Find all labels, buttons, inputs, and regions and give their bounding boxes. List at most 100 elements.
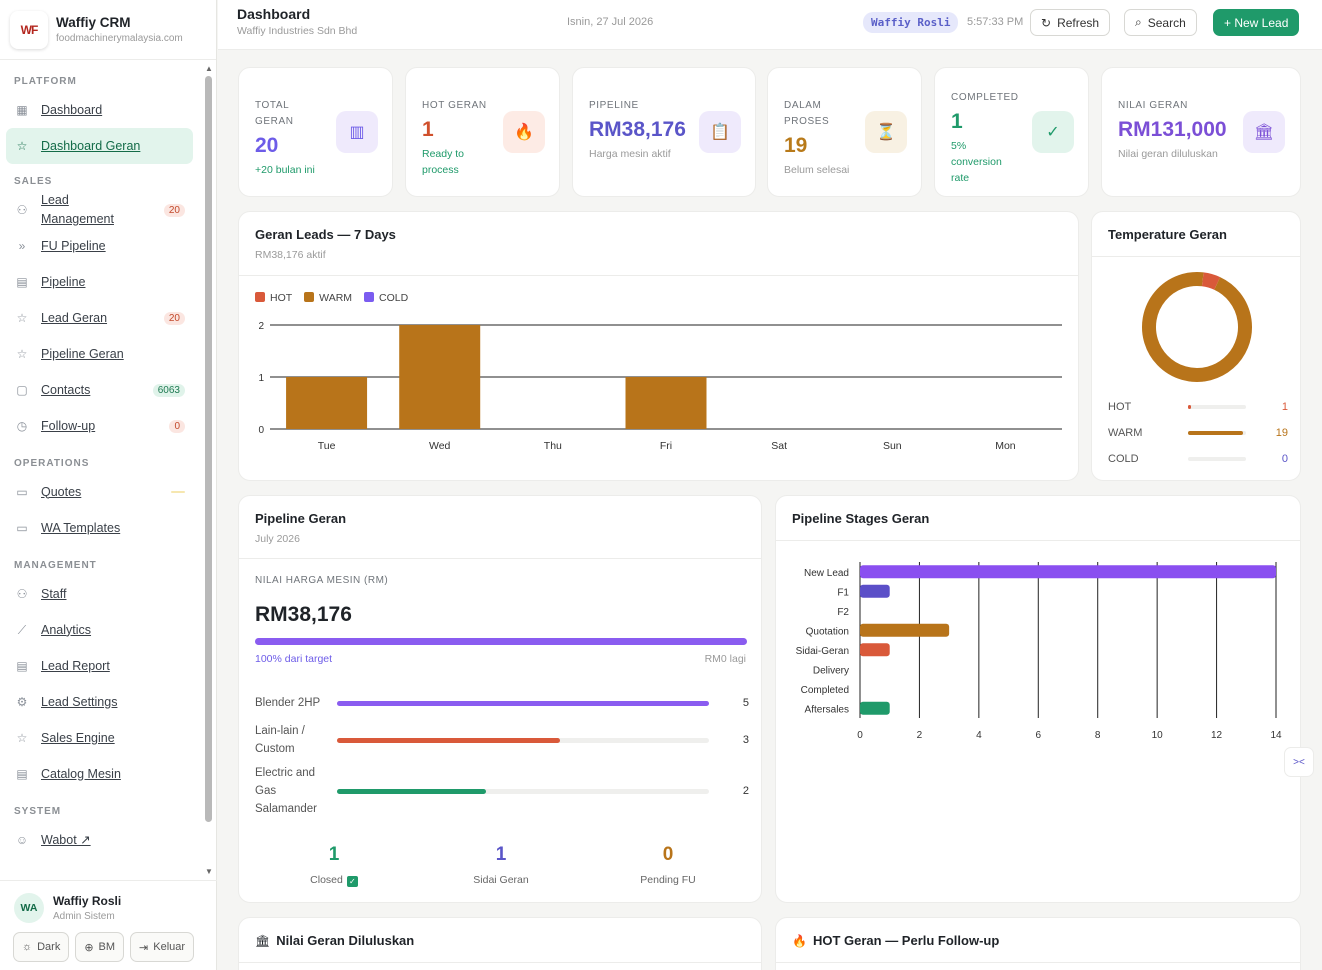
refresh-label: Refresh: [1057, 15, 1100, 30]
factory-icon: ▥: [336, 111, 378, 153]
sidebar-item-label: Quotes: [41, 484, 82, 499]
pipeline-stages-bar-chart: 0 2 4 6 8 10 12 14 New Lead F1 F2 Quotation Sidai-Ge…: [796, 562, 1282, 741]
stat-value: 19: [784, 134, 808, 157]
table-icon: ▤: [16, 767, 28, 781]
sidebar-item-pipeline[interactable]: ▤ Pipeline: [6, 264, 193, 300]
sidebar-item-lead-management[interactable]: ⚇ Lead Management 20: [6, 192, 193, 228]
bar-warm-wed: [399, 325, 481, 429]
stat-card-factory[interactable]: TOTAL GERAN 20 +20 bulan ini ▥: [238, 67, 393, 197]
language-button[interactable]: ⊕ BM: [75, 932, 125, 962]
stat-body: DALAM PROSES 19 Belum selesai: [784, 98, 861, 178]
machine-bar-fill: [337, 737, 561, 743]
pipeline-machine-row: Blender 2HP 5: [255, 694, 749, 712]
sidebar-item-follow-up[interactable]: ◷ Follow-up 0: [6, 408, 193, 444]
y-tick-label: Quotation: [806, 626, 849, 637]
avatar[interactable]: WA: [14, 893, 44, 923]
machine-bar: [337, 788, 709, 794]
sidebar-item-label: Analytics: [41, 622, 92, 637]
x-tick-label: Sat: [771, 440, 787, 452]
star-icon: ☆: [16, 139, 28, 153]
collapse-widget-icon[interactable]: ><: [1284, 747, 1314, 777]
sidebar-item-wa-templates[interactable]: ▭ WA Templates: [6, 510, 193, 546]
sidebar-item-dashboard-geran[interactable]: ☆ Dashboard Geran: [6, 128, 193, 164]
scroll-down-arrow-icon[interactable]: ▼: [205, 867, 213, 876]
sidebar-item-contacts[interactable]: ▢ Contacts 6063: [6, 372, 193, 408]
stat-card-clipboard[interactable]: PIPELINE RM38,176 Harga mesin aktif 📋: [572, 67, 756, 197]
stat-card-check[interactable]: COMPLETED 1 5% conversion rate ✓: [934, 67, 1089, 197]
y-tick-label: Aftersales: [805, 704, 849, 715]
x-tick-label: Fri: [660, 440, 672, 452]
geran-leads-bar-chart: 0 1 2 Tue Wed Thu Fri Sat Sun Mon: [258, 321, 1062, 452]
logout-icon: ⇥: [139, 941, 149, 954]
stat-card-fire[interactable]: HOT GERAN 1 Ready to process 🔥: [405, 67, 560, 197]
new-lead-button[interactable]: + New Lead: [1213, 9, 1300, 36]
user-area: WA Waffiy Rosli Admin Sistem ☼ Dark ⊕ BM ⇥…: [0, 880, 217, 970]
stat-label: COMPLETED: [951, 92, 1019, 103]
refresh-button[interactable]: ↻ Refresh: [1030, 9, 1111, 36]
bot-icon: ☺: [15, 833, 29, 847]
geran-leads-subtitle: RM38,176 aktif: [255, 249, 326, 261]
stage-bar-f1: [860, 584, 890, 598]
logout-button[interactable]: ⇥ Keluar: [130, 932, 195, 962]
stat-card-bank[interactable]: NILAI GERAN RM131,000 Nilai geran dilulusk…: [1101, 67, 1301, 197]
sidebar-item-wabot[interactable]: ☺ Wabot ↗: [6, 822, 193, 858]
brand[interactable]: WF Waffiy CRM foodmachinerymalaysia.com: [0, 0, 216, 60]
sidebar-scrollbar[interactable]: ▲ ▼: [204, 64, 214, 876]
sidebar-item-label: Lead Geran: [41, 310, 108, 325]
user-name: Waffiy Rosli: [53, 894, 122, 908]
x-tick-label: 6: [1036, 730, 1042, 741]
trend-icon: ⟋: [17, 622, 27, 637]
sidebar-item-dashboard[interactable]: ▦ Dashboard: [6, 92, 193, 128]
summary-label: Closed ✓: [274, 874, 394, 887]
nilai-geran-card: 🏛 Nilai Geran Diluluskan: [238, 917, 762, 970]
sidebar-item-label: Dashboard Geran: [41, 138, 141, 153]
stat-card-hourglass[interactable]: DALAM PROSES 19 Belum selesai ⏳: [767, 67, 922, 197]
sidebar-item-quotes[interactable]: ▭ Quotes: [6, 474, 193, 510]
check-icon: ✓: [346, 876, 358, 887]
temperature-bar: [1188, 431, 1246, 435]
y-tick-label: Sidai-Geran: [796, 646, 849, 657]
nilai-geran-title: Nilai Geran Diluluskan: [276, 933, 415, 948]
search-button[interactable]: ⌕ Search: [1124, 9, 1197, 36]
remaining-label: RM0 lagi: [704, 653, 746, 665]
sidebar-item-staff[interactable]: ⚇ Staff: [6, 576, 193, 612]
refresh-icon: ↻: [1041, 15, 1052, 30]
sidebar-item-sales-engine[interactable]: ☆ Sales Engine: [6, 720, 193, 756]
sidebar-item-analytics[interactable]: ⟋ Analytics: [6, 612, 193, 648]
search-label: Search: [1147, 15, 1186, 30]
sidebar-item-lead-report[interactable]: ▤ Lead Report: [6, 648, 193, 684]
temperature-row-cold: COLD 0: [1108, 453, 1288, 465]
sidebar-item-fu-pipeline[interactable]: » FU Pipeline: [6, 228, 193, 264]
pipeline-subtitle: July 2026: [255, 533, 300, 545]
logout-label: Keluar: [153, 941, 186, 953]
scroll-up-arrow-icon[interactable]: ▲: [205, 64, 213, 73]
machine-label: Lain-lain / Custom: [255, 725, 305, 755]
sidebar-item-label: Catalog Mesin: [41, 766, 121, 781]
temperature-card: Temperature Geran HOT 1 WARM 19 COLD 0: [1091, 211, 1301, 481]
stat-body: PIPELINE RM38,176 Harga mesin aktif: [589, 98, 695, 162]
sidebar-item-label: Contacts: [41, 382, 91, 397]
sidebar-item-pipeline-geran[interactable]: ☆ Pipeline Geran: [6, 336, 193, 372]
machine-label: Blender 2HP: [255, 697, 321, 709]
pipeline-machine-row: Lain-lain / Custom 3: [255, 722, 749, 758]
sidebar-item-catalog-mesin[interactable]: ▤ Catalog Mesin: [6, 756, 193, 792]
stat-label: TOTAL GERAN: [255, 100, 294, 127]
temperature-title: Temperature Geran: [1108, 227, 1227, 242]
temperature-donut-chart: [1142, 272, 1252, 382]
progress-label: 100% dari target: [255, 653, 333, 665]
machine-label: Electric and Gas Salamander: [255, 767, 318, 815]
fire-icon: 🔥: [503, 111, 545, 153]
star-icon: ☆: [16, 311, 28, 325]
sidebar-item-label: Pipeline Geran: [41, 346, 124, 361]
scroll-thumb[interactable]: [205, 76, 212, 822]
stat-subtext: Harga mesin aktif: [589, 148, 671, 160]
machine-bar-fill: [337, 788, 486, 794]
summary-pending-fu: 0 Pending FU: [608, 844, 728, 886]
dark-mode-button[interactable]: ☼ Dark: [13, 932, 70, 962]
temperature-label: COLD: [1108, 453, 1139, 465]
sidebar-item-lead-geran[interactable]: ☆ Lead Geran 20: [6, 300, 193, 336]
donut-slice-hot: [1201, 272, 1221, 290]
sidebar-item-lead-settings[interactable]: ⚙ Lead Settings: [6, 684, 193, 720]
sidebar-item-label: Lead Settings: [41, 694, 118, 709]
clock-icon: ◷: [16, 419, 28, 433]
